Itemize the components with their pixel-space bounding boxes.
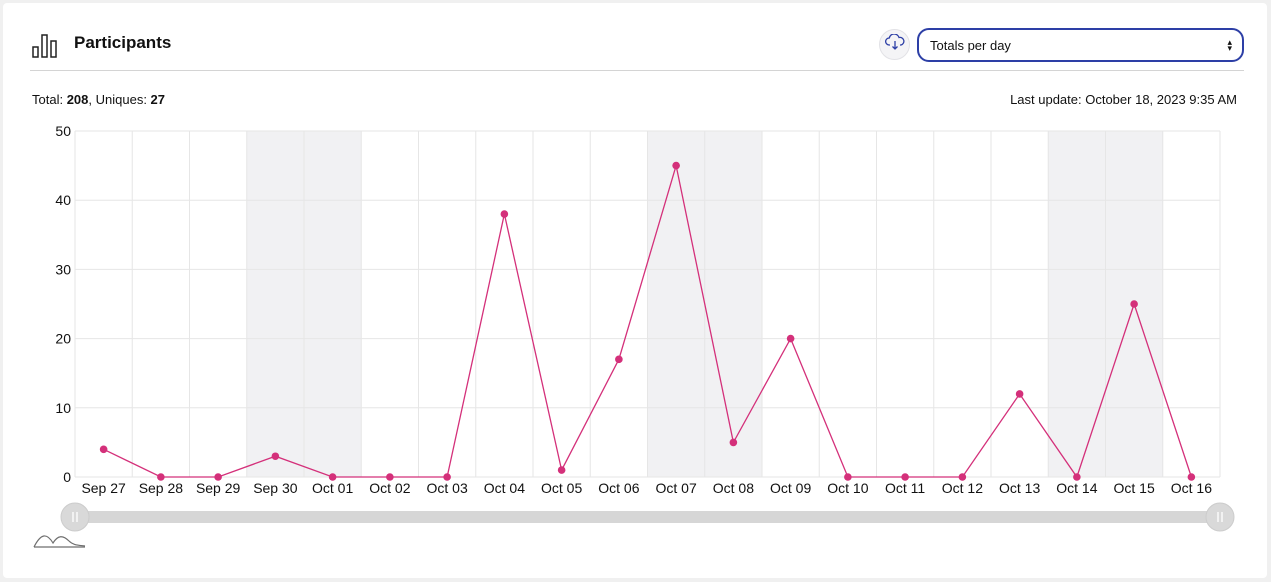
total-value: 208 (66, 92, 89, 107)
last-update: Last update: October 18, 2023 9:35 AM (1010, 92, 1237, 107)
summary-stats: Total: 208, Uniques: 27 (32, 92, 165, 107)
range-slider-right-handle[interactable] (1205, 502, 1235, 532)
total-label: Total: (32, 92, 67, 107)
x-tick-label: Oct 16 (1171, 480, 1212, 496)
x-tick-label: Oct 12 (942, 480, 983, 496)
summary-separator: , (88, 92, 96, 107)
x-tick-label: Oct 13 (999, 480, 1040, 496)
x-tick-label: Sep 30 (253, 480, 298, 496)
participants-line-chart: 0 10 20 30 40 50 Sep 27 Sep 28 Sep 29 Sep 30 Oct 0… (33, 123, 1235, 548)
page-title: Participants (74, 33, 172, 52)
x-tick-label: Oct 08 (713, 480, 754, 496)
data-point[interactable] (443, 473, 451, 481)
x-tick-label: Oct 09 (770, 480, 811, 496)
select-arrows-icon: ▴ ▾ (1227, 37, 1232, 53)
x-tick-label: Oct 14 (1056, 480, 1097, 496)
data-point[interactable] (1187, 473, 1196, 481)
x-tick-label: Sep 27 (81, 480, 126, 496)
select-value: Totals per day (930, 38, 1011, 53)
weekend-band (246, 131, 304, 477)
x-tick-label: Oct 02 (369, 480, 410, 496)
x-tick-label: Oct 01 (312, 480, 353, 496)
data-point[interactable] (214, 473, 222, 481)
x-tick-label: Oct 04 (484, 480, 525, 496)
y-tick-label: 40 (55, 192, 71, 208)
data-point[interactable] (328, 473, 337, 481)
bar-chart-icon (32, 31, 62, 64)
weekend-band (1048, 131, 1106, 477)
x-tick-label: Oct 06 (598, 480, 639, 496)
data-point[interactable] (615, 355, 623, 364)
data-point[interactable] (386, 473, 394, 481)
range-slider-track[interactable] (75, 511, 1220, 523)
range-slider-left-handle[interactable] (60, 502, 90, 532)
data-point[interactable] (729, 438, 738, 447)
series-line (103, 165, 1192, 479)
x-tick-label: Oct 11 (885, 480, 925, 496)
data-point[interactable] (271, 452, 280, 461)
data-point[interactable] (1130, 300, 1138, 308)
data-point[interactable] (1073, 473, 1081, 481)
weekend-band (704, 131, 762, 477)
y-tick-label: 30 (55, 261, 71, 277)
weekend-band (647, 131, 705, 477)
data-point[interactable] (157, 473, 165, 481)
data-point[interactable] (99, 445, 108, 454)
data-point[interactable] (901, 473, 909, 481)
data-point[interactable] (844, 473, 852, 481)
x-tick-label: Sep 28 (139, 480, 184, 496)
data-point[interactable] (958, 473, 967, 481)
y-tick-label: 10 (55, 400, 71, 416)
data-point[interactable] (1015, 390, 1024, 398)
data-point[interactable] (500, 210, 509, 218)
x-tick-label: Oct 05 (541, 480, 582, 496)
y-tick-label: 0 (63, 469, 71, 485)
y-tick-label: 50 (55, 123, 71, 139)
download-button[interactable] (879, 29, 910, 60)
x-tick-label: Oct 03 (427, 480, 468, 496)
data-point[interactable] (786, 334, 795, 343)
card-header: Participants Totals per day ▴ ▾ (30, 27, 1244, 71)
uniques-label: Uniques: (95, 92, 151, 107)
distribution-icon (33, 535, 86, 548)
y-tick-label: 20 (55, 331, 71, 347)
weekend-band (304, 131, 362, 477)
data-point[interactable] (672, 161, 680, 170)
data-point[interactable] (557, 466, 566, 474)
x-tick-label: Oct 07 (656, 480, 697, 496)
x-tick-label: Oct 15 (1114, 480, 1155, 496)
participants-card: Participants Totals per day ▴ ▾ Total: 20… (3, 3, 1267, 578)
x-tick-label: Sep 29 (196, 480, 241, 496)
cloud-download-icon (884, 33, 905, 55)
x-tick-label: Oct 10 (827, 480, 868, 496)
totals-mode-select[interactable]: Totals per day ▴ ▾ (917, 28, 1244, 62)
uniques-value: 27 (150, 92, 166, 107)
